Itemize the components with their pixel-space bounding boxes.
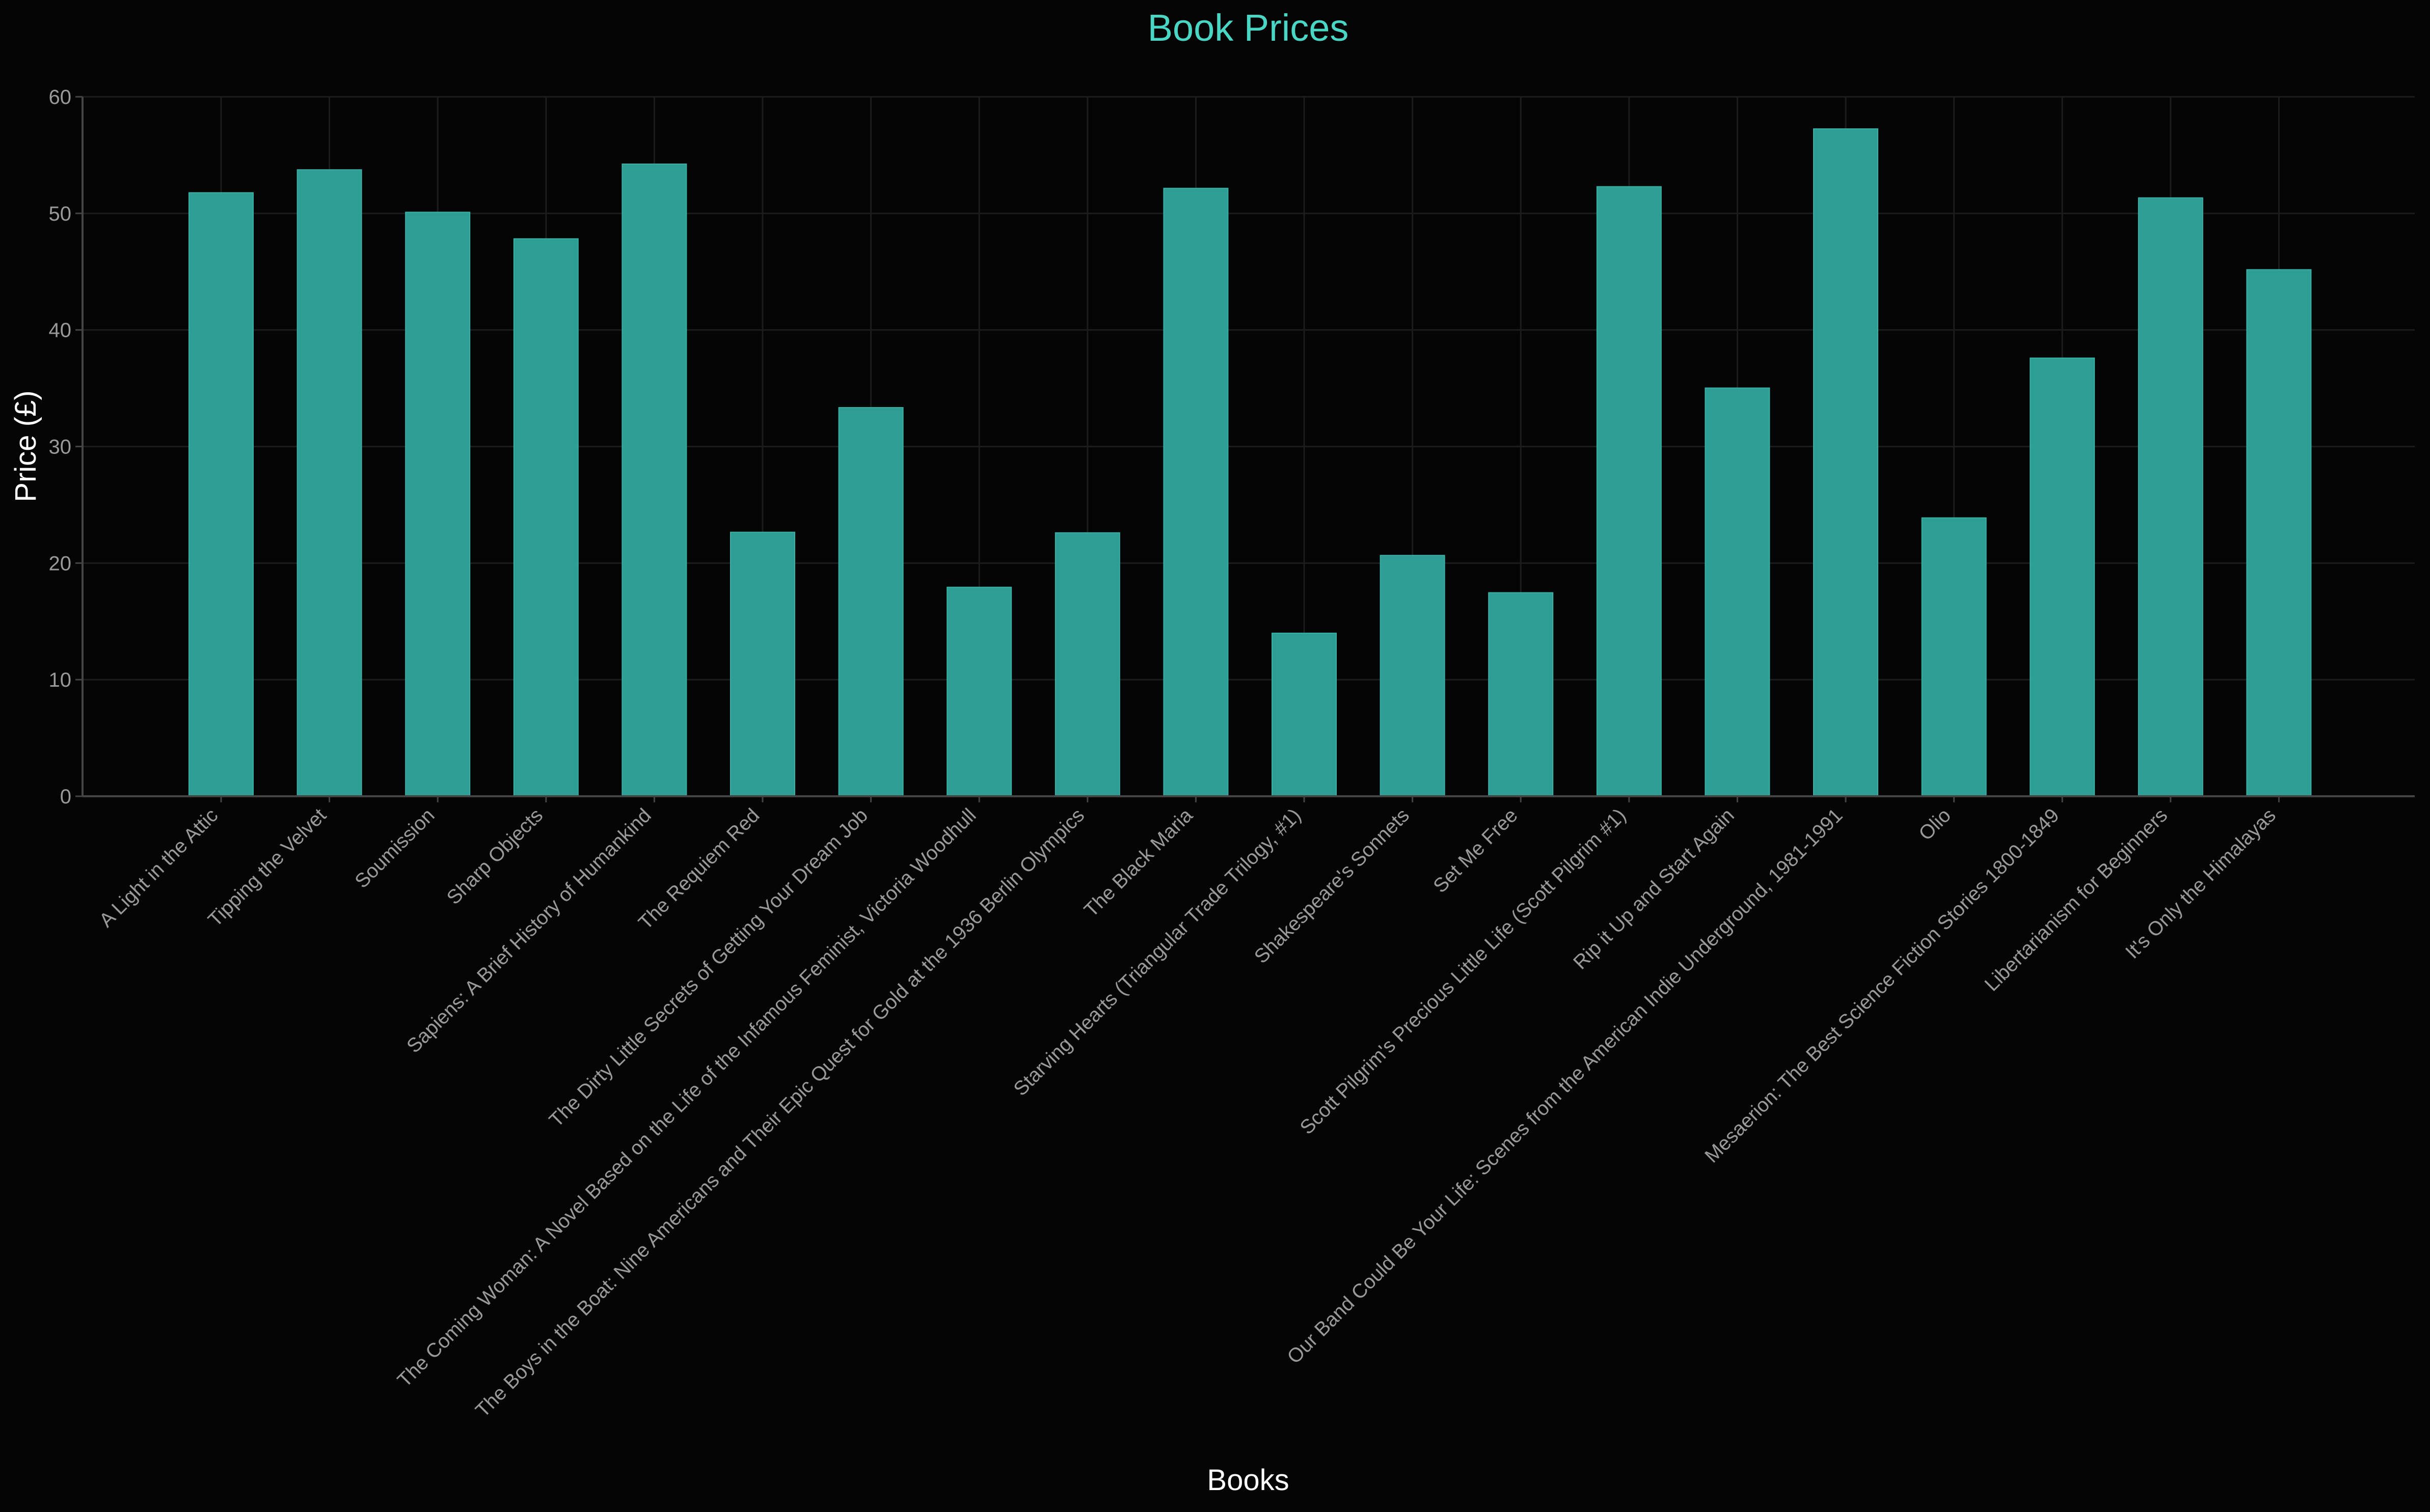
y-tick-label: 60 [49,86,72,109]
bar [838,407,904,797]
bar [1813,128,1878,797]
bar [1921,517,1987,797]
bars [188,128,2312,797]
y-tick-label: 0 [60,786,71,808]
bar [1272,632,1337,797]
bar [1596,186,1662,797]
bar [1705,387,1770,797]
bar [513,238,579,797]
bar [188,192,254,797]
bar [1055,532,1120,797]
bar [2246,269,2312,797]
bar [1380,555,1445,797]
y-axis-label: Price (£) [9,390,42,502]
y-tick-label: 20 [49,552,72,575]
bar [405,211,471,797]
bar [730,531,795,797]
bar [947,586,1012,797]
y-ticks: 0 10 20 30 40 50 60 [49,86,83,808]
y-tick-label: 40 [49,319,72,342]
y-tick-label: 10 [49,669,72,691]
bar [296,169,362,797]
bar [622,164,687,797]
bar [1488,592,1554,797]
bar [2138,197,2203,797]
y-tick-label: 50 [49,203,72,225]
y-tick-label: 30 [49,436,72,458]
x-axis-label: Books [1207,1464,1289,1497]
bar [2030,357,2095,797]
bar [1163,187,1229,797]
chart-title: Book Prices [1148,7,1349,49]
